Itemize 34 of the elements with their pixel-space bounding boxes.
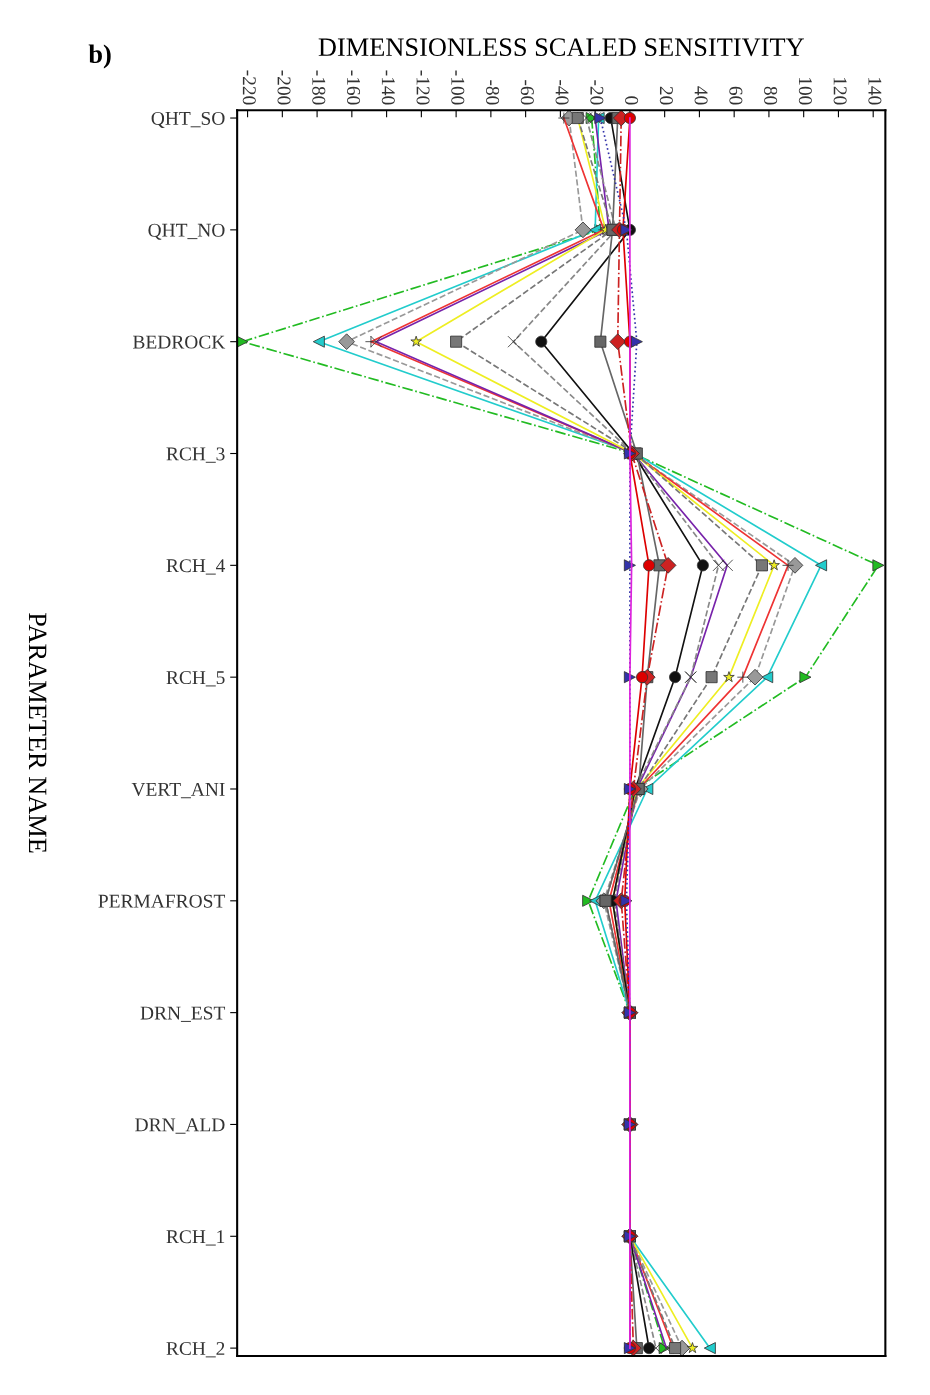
x-tick-label: -60 bbox=[520, 80, 534, 105]
y-tick-label: RCH_5 bbox=[166, 671, 225, 687]
y-tick-label: RCH_1 bbox=[166, 1230, 225, 1246]
text: b) bbox=[88, 44, 111, 69]
x-axis-title: DIMENSIONLESS SCALED SENSITIVITY bbox=[318, 38, 804, 57]
x-tick-label: 60 bbox=[729, 86, 743, 105]
x-tick-label: -40 bbox=[555, 80, 569, 105]
x-tick-label: 80 bbox=[764, 86, 778, 105]
x-tick-label: -80 bbox=[486, 80, 500, 105]
x-tick-label: -220 bbox=[242, 70, 256, 105]
x-tick-label: -120 bbox=[416, 70, 430, 105]
x-tick-label: 120 bbox=[833, 77, 847, 105]
y-tick-label: QHT_SO bbox=[151, 111, 225, 128]
y-tick-label: BEDROCK bbox=[132, 335, 226, 349]
y-tick-label: VERT_ANI bbox=[131, 782, 225, 799]
x-tick-label: 20 bbox=[659, 86, 673, 105]
x-tick-label: 40 bbox=[694, 86, 708, 105]
y-tick-label: DRN_ALD bbox=[135, 1118, 225, 1134]
x-tick-label: -140 bbox=[381, 70, 395, 105]
x-tick-label: 0 bbox=[625, 96, 639, 105]
x-tick-label: -100 bbox=[451, 70, 465, 105]
y-tick-label: RCH_4 bbox=[166, 559, 226, 575]
x-tick-label: -200 bbox=[277, 70, 291, 105]
x-tick-label: -20 bbox=[590, 80, 604, 105]
y-tick-label: PERMAFROST bbox=[98, 894, 226, 908]
x-tick-label: -180 bbox=[312, 70, 326, 105]
x-tick-label: -160 bbox=[346, 70, 361, 105]
x-tick-label: 100 bbox=[798, 77, 812, 105]
y-tick-label: DRN_EST bbox=[140, 1006, 226, 1022]
y-tick-label: RCH_2 bbox=[166, 1341, 225, 1358]
y-axis-title: PARAMETER NAME bbox=[28, 612, 47, 853]
y-tick-label: RCH_3 bbox=[166, 447, 225, 463]
y-tick-label: QHT_NO bbox=[148, 223, 225, 240]
x-tick-label: 140 bbox=[868, 77, 882, 105]
